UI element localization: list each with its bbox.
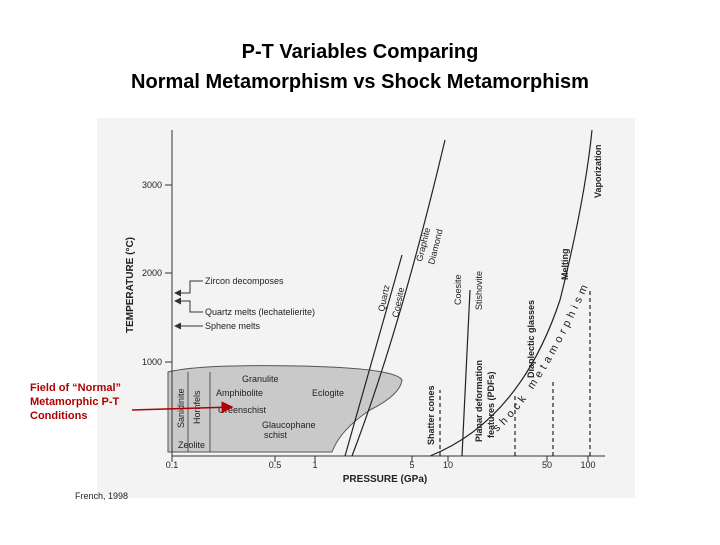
x-axis-label: PRESSURE (GPa) <box>343 474 427 485</box>
shock-effect: Diaplectic glasses <box>526 300 536 378</box>
ticks <box>165 184 589 462</box>
shock-effect: Shatter cones <box>426 385 436 445</box>
annotation-arrow <box>131 401 234 414</box>
facies-label: Hornfels <box>192 390 202 424</box>
title-line: P-T Variables Comparing <box>242 41 479 63</box>
shock-limits <box>439 290 591 456</box>
shock-effect: features (PDFs) <box>486 371 496 438</box>
annotation-line: Metamorphic P-T <box>30 396 120 408</box>
annotation-line: Field of “Normal” <box>30 382 121 394</box>
title-line: Normal Metamorphism vs Shock Metamorphis… <box>131 71 589 93</box>
phase-curves <box>344 129 593 457</box>
y-axis-label: TEMPERATURE (°C) <box>125 237 136 333</box>
boundary-label: Stishovite <box>474 271 484 310</box>
credit: French, 1998 <box>75 491 128 501</box>
facies-label: Granulite <box>242 374 279 384</box>
facies-label: Eclogite <box>312 388 344 398</box>
facies-label: Glaucophane <box>262 420 316 430</box>
shock-effect: Planar deformation <box>474 360 484 442</box>
marker-arrows <box>174 280 203 330</box>
marker-label: Quartz melts (lechatelierite) <box>205 307 315 317</box>
x-tick-label: 50 <box>542 460 552 470</box>
marker-label: Zircon decomposes <box>205 276 284 286</box>
normal-field <box>167 365 403 453</box>
facies-label: Zeolite <box>178 440 205 450</box>
y-tick-label: 2000 <box>142 268 162 278</box>
facies-label: Amphibolite <box>216 388 263 398</box>
x-tick-label: 5 <box>409 460 414 470</box>
x-tick-label: 0.5 <box>269 460 282 470</box>
shock-effect: Melting <box>560 249 570 281</box>
y-tick-label: 1000 <box>142 357 162 367</box>
x-tick-label: 1 <box>312 460 317 470</box>
boundary-label: Coesite <box>453 274 463 305</box>
marker-label: Sphene melts <box>205 321 261 331</box>
y-tick-label: 3000 <box>142 180 162 190</box>
facies-label: schist <box>264 430 288 440</box>
x-tick-label: 100 <box>580 460 595 470</box>
x-tick-label: 0.1 <box>166 460 179 470</box>
facies-label: Greenschist <box>218 405 267 415</box>
shock-effect: Vaporization <box>593 144 603 198</box>
annotation-line: Conditions <box>30 410 87 422</box>
x-tick-label: 10 <box>443 460 453 470</box>
